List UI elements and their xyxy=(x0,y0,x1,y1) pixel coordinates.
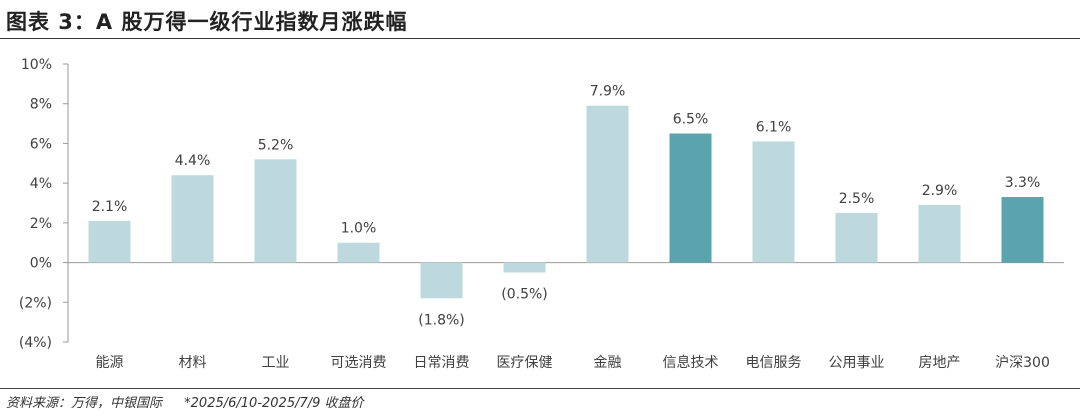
bar-7 xyxy=(669,133,712,263)
chart-title: 图表 3：A 股万得一级行业指数月涨跌幅 xyxy=(6,10,408,34)
data-label-10: 2.9% xyxy=(922,183,958,199)
data-label-3: 1.0% xyxy=(341,221,377,237)
bar-2 xyxy=(254,159,297,263)
y-tick-label: 10% xyxy=(21,57,52,73)
x-tick-label-7: 信息技术 xyxy=(663,354,719,371)
x-tick-label-11: 沪深300 xyxy=(995,355,1050,371)
data-label-5: (0.5%) xyxy=(501,287,548,303)
bar-9 xyxy=(835,212,878,263)
data-label-7: 6.5% xyxy=(673,112,709,128)
x-tick-label-3: 可选消费 xyxy=(331,355,387,371)
date-range-note: *2025/6/10-2025/7/9 收盘价 xyxy=(184,396,364,411)
y-tick-label: 4% xyxy=(30,176,52,192)
bar-chart: 10% 8% 6% 4% 2% 0% (2%) (4%) 2.1% 4.4% 5.2% 1.0% (1… xyxy=(19,57,1064,371)
data-label-9: 2.5% xyxy=(839,191,875,207)
bar-10 xyxy=(918,204,961,263)
y-tick-label: (4%) xyxy=(19,335,52,351)
x-tick-label-5: 医疗保健 xyxy=(497,355,553,371)
bar-0 xyxy=(88,220,131,263)
bars xyxy=(88,105,1044,299)
y-axis: 10% 8% 6% 4% 2% 0% (2%) (4%) xyxy=(19,57,1064,351)
value-labels: 2.1% 4.4% 5.2% 1.0% (1.8%) (0.5%) 7.9% 6.5% 6.1%… xyxy=(92,84,1041,329)
footer-divider xyxy=(0,388,1080,389)
data-label-6: 7.9% xyxy=(590,84,626,100)
x-tick-label-4: 日常消费 xyxy=(414,355,470,371)
y-tick-label: (2%) xyxy=(19,295,52,311)
data-label-1: 4.4% xyxy=(175,153,211,169)
x-tick-label-8: 电信服务 xyxy=(746,355,802,371)
y-tick-label: 2% xyxy=(30,216,52,232)
x-tick-label-9: 公用事业 xyxy=(829,355,885,371)
bar-3 xyxy=(337,242,380,263)
bar-11 xyxy=(1001,197,1044,263)
bar-8 xyxy=(752,141,795,263)
bar-1 xyxy=(171,175,214,263)
bar-4 xyxy=(420,262,463,299)
x-axis-labels: 能源 材料 工业 可选消费 日常消费 医疗保健 金融 信息技术 电信服务 公用事业 房地产 沪深300 xyxy=(96,354,1050,371)
data-label-8: 6.1% xyxy=(756,119,792,135)
bar-5 xyxy=(503,262,546,273)
x-tick-label-0: 能源 xyxy=(96,355,124,371)
x-tick-label-1: 材料 xyxy=(179,355,207,371)
x-tick-label-10: 房地产 xyxy=(919,355,961,371)
data-label-0: 2.1% xyxy=(92,199,128,215)
y-tick-label: 0% xyxy=(30,256,52,272)
data-label-11: 3.3% xyxy=(1005,175,1041,191)
y-tick-label: 8% xyxy=(30,97,52,113)
bar-6 xyxy=(586,105,629,263)
x-tick-label-6: 金融 xyxy=(594,355,622,371)
data-label-4: (1.8%) xyxy=(418,312,465,328)
source-text: 资料来源：万得，中银国际 xyxy=(6,396,163,411)
y-tick-label: 6% xyxy=(30,136,52,152)
title-divider xyxy=(0,38,1080,39)
data-label-2: 5.2% xyxy=(258,137,294,153)
source-note: 资料来源：万得，中银国际 *2025/6/10-2025/7/9 收盘价 xyxy=(6,392,382,411)
x-tick-label-2: 工业 xyxy=(262,355,290,371)
